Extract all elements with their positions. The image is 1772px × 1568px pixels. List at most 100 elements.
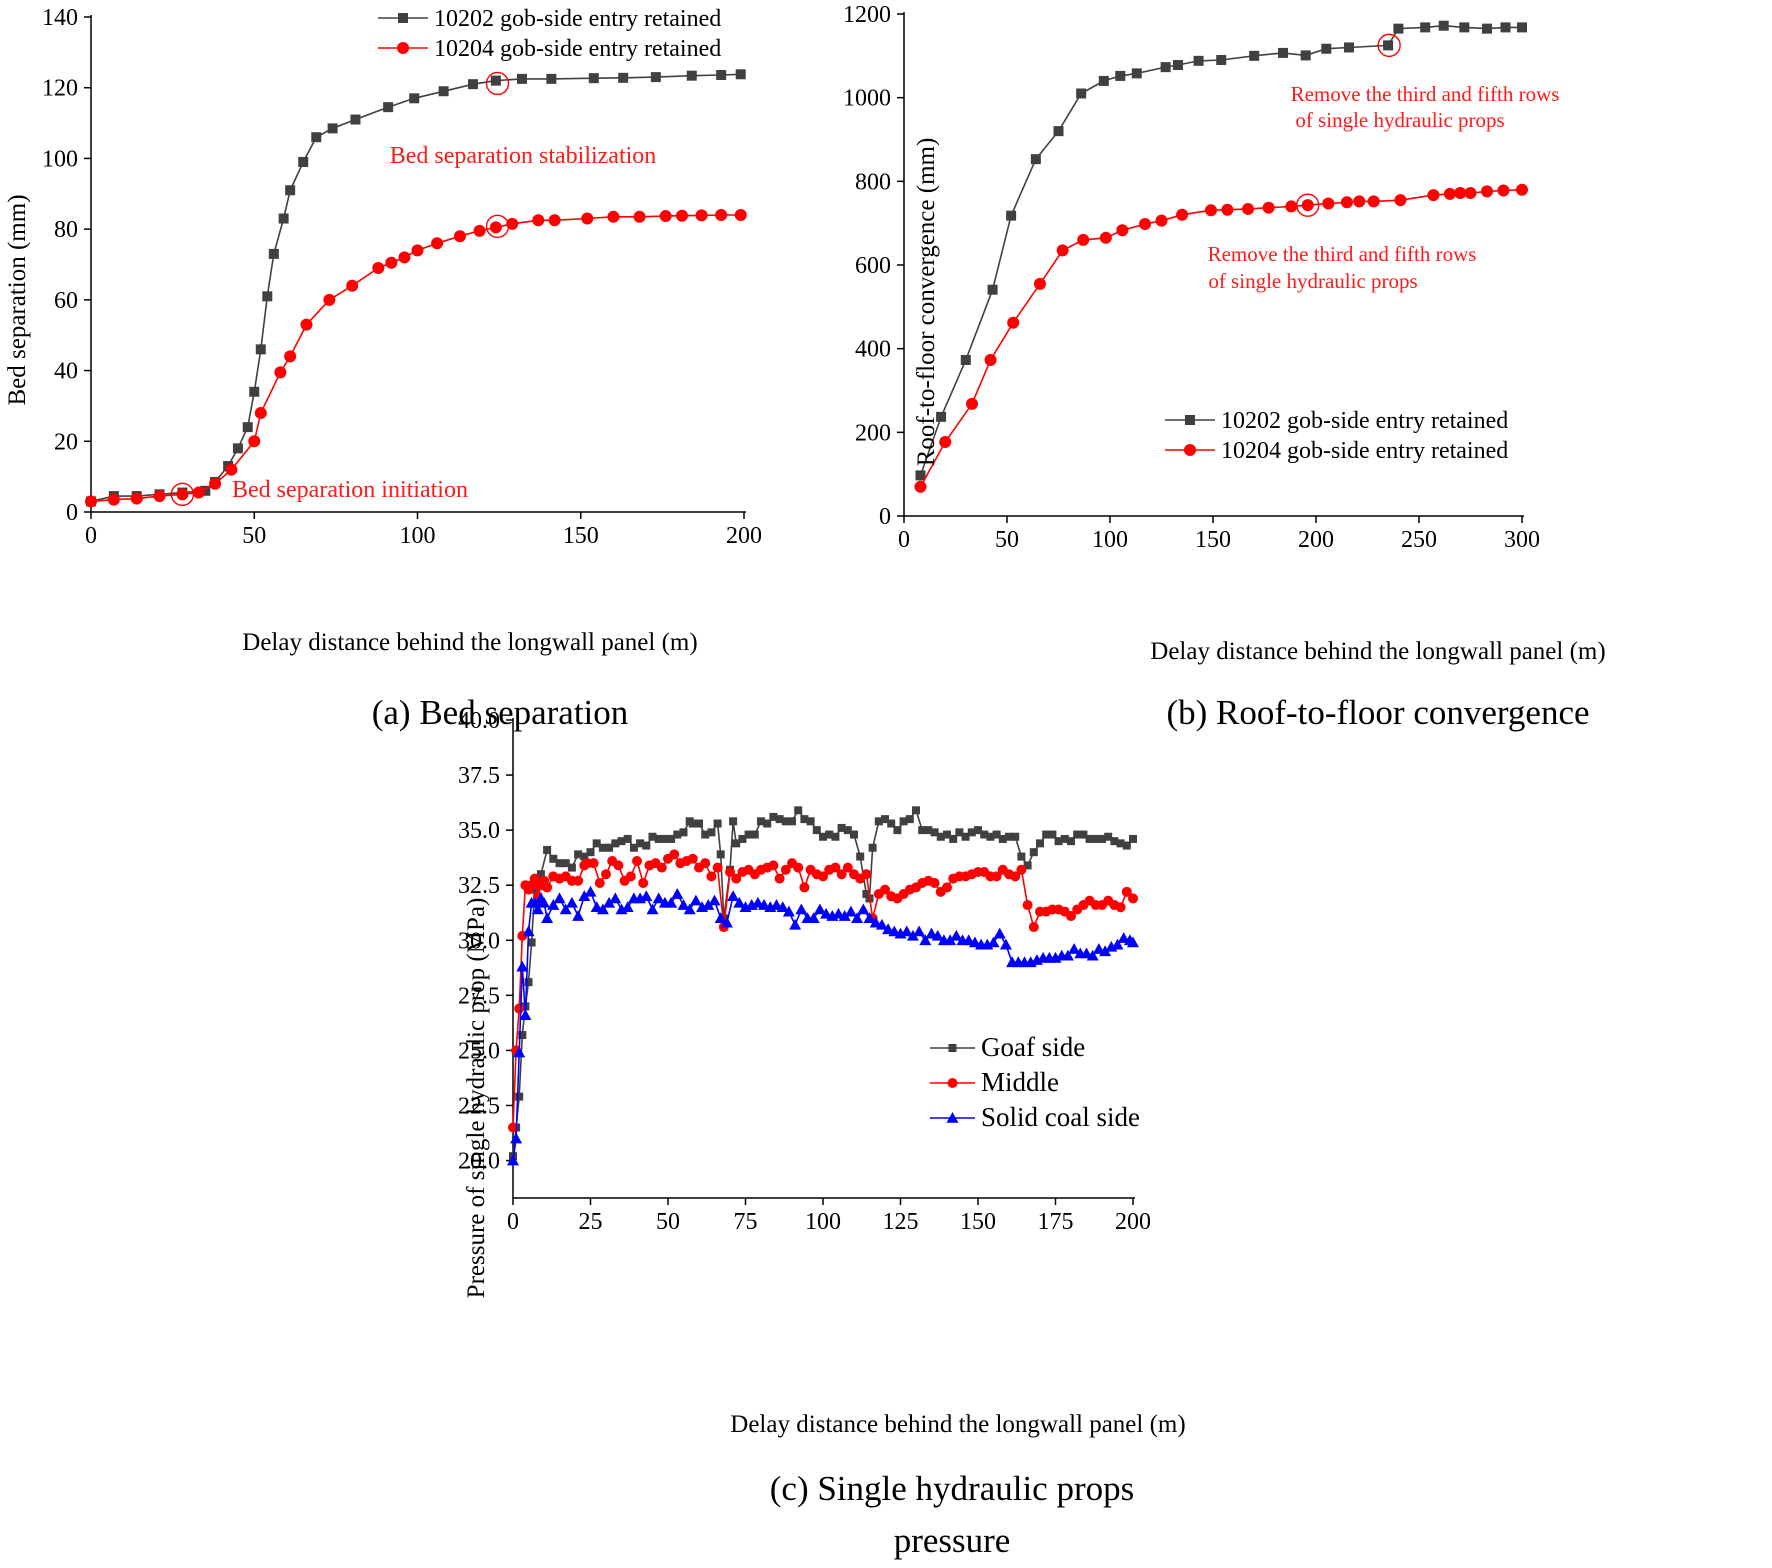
chart-b-ylabel: Roof-to-floor convergence (mm) xyxy=(913,138,940,467)
chart-c-series-2-point xyxy=(702,899,715,910)
chart-c-y-tick-label: 35.0 xyxy=(458,818,500,844)
chart-a-series-1-point xyxy=(675,209,688,222)
chart-c-x-tick-label: 50 xyxy=(656,1209,680,1235)
chart-c-series-0-point xyxy=(862,890,871,899)
chart-c-y-tick-label: 27.5 xyxy=(458,983,500,1009)
chart-a-x-tick-label: 0 xyxy=(85,523,97,549)
chart-b-series-0-point xyxy=(1393,23,1404,34)
chart-c-series-2-point xyxy=(993,927,1006,939)
chart-c-series-0-point xyxy=(1098,834,1106,843)
chart-a-series-1-point xyxy=(209,477,222,490)
chart-c-series-0-point xyxy=(561,859,570,868)
chart-a-legend-label: 10202 gob-side entry retained xyxy=(434,6,721,32)
chart-a-series-1-point xyxy=(130,492,143,505)
chart-c-series-0-point xyxy=(713,819,722,828)
chart-b-series-0-point xyxy=(1115,70,1126,81)
chart-c-series-1-point xyxy=(1128,893,1138,904)
chart-c-series-2-point xyxy=(640,890,653,902)
chart-b-series-0-point xyxy=(1481,23,1492,34)
chart-c-series-2-point xyxy=(689,894,702,906)
chart-b-series-0-point xyxy=(936,411,947,422)
chart-c-series-1-point xyxy=(1115,902,1126,913)
chart-a-series-0 xyxy=(86,69,746,507)
chart-c-series-0-point xyxy=(794,806,803,815)
chart-b-series-1-point xyxy=(1116,224,1129,237)
chart-c-series-0-point xyxy=(744,830,753,839)
chart-c-series-0-point xyxy=(1023,861,1032,870)
chart-c-series-0-point xyxy=(831,832,840,841)
chart-c-series-0-point xyxy=(574,850,583,859)
chart-b-legend-item: 10204 gob-side entry retained xyxy=(1165,438,1508,464)
chart-a-xlabel: Delay distance behind the longwall panel… xyxy=(242,629,697,656)
chart-c-legend-item: Middle xyxy=(930,1067,1059,1097)
chart-a-series-0-point xyxy=(468,79,479,90)
chart-b-caption: (b) Roof-to-floor convergence xyxy=(1166,693,1589,732)
chart-b-y-tick-label: 1000 xyxy=(843,86,891,112)
chart-a-y-tick-label: 120 xyxy=(42,76,78,102)
chart-a-series-1-point xyxy=(192,486,205,499)
chart-c-series-2-point xyxy=(987,936,1000,948)
chart-c-series-0-point xyxy=(936,832,945,841)
chart-c-series-0-point xyxy=(1042,830,1051,839)
chart-b-series-1-point xyxy=(1301,199,1314,212)
chart-c-series-2-point xyxy=(944,934,957,946)
chart-a-legend-label: 10204 gob-side entry retained xyxy=(434,36,721,62)
chart-c-series-2-point xyxy=(813,903,826,915)
chart-c-series-1-point xyxy=(594,878,605,889)
chart-a-series-1-point xyxy=(453,230,466,243)
chart-c-x-tick-label: 75 xyxy=(734,1209,758,1235)
chart-b-series-0-point xyxy=(915,470,926,481)
chart-c-series-0-point xyxy=(868,843,877,852)
chart-c-series-0-point xyxy=(788,817,796,826)
chart-b-annotation: of single hydraulic props xyxy=(1208,269,1417,293)
chart-c-xlabel: Delay distance behind the longwall panel… xyxy=(730,1411,1185,1438)
chart-c-series-2-point xyxy=(838,910,851,921)
chart-c-series-2-point xyxy=(547,899,560,910)
chart-b-series-1-point xyxy=(1367,195,1380,208)
chart-c-series-2-point xyxy=(609,892,622,904)
chart-c-series-0-point xyxy=(586,848,595,857)
chart-c-x-tick-label: 200 xyxy=(1115,1209,1151,1235)
chart-c-series-0-point xyxy=(1091,834,1100,843)
chart-c-series-2-point xyxy=(1061,949,1074,961)
chart-b-series-1-point xyxy=(984,353,997,366)
chart-c-series-0-point xyxy=(518,1030,527,1039)
chart-c-series-2-point xyxy=(671,888,684,899)
chart-c-legend-label: Middle xyxy=(981,1067,1059,1097)
chart-b-series-1-point xyxy=(1516,183,1528,196)
chart-a-series-1 xyxy=(85,209,747,508)
chart-c-legend-marker xyxy=(946,1112,959,1123)
chart-a-series-0-point xyxy=(686,70,697,81)
chart-c-series-1-point xyxy=(588,858,599,869)
chart-b-series-1-point xyxy=(1176,208,1189,221)
chart-a-series-1-point xyxy=(300,318,313,331)
chart-c-legend-item: Solid coal side xyxy=(930,1102,1140,1132)
chart-a-series-0-point xyxy=(546,73,557,84)
chart-a-series-1-point xyxy=(284,350,297,363)
chart-c-series-2-point xyxy=(513,1046,526,1058)
chart-a-series-0-point xyxy=(383,102,394,113)
chart-c-series-2-point xyxy=(851,912,864,924)
chart-b-y-tick-label: 0 xyxy=(879,504,891,530)
chart-a-series-0-point xyxy=(200,485,211,496)
chart-a-series-1-point xyxy=(715,209,728,221)
chart-b-series-0-point xyxy=(1321,43,1332,54)
chart-b-series-0-point xyxy=(960,354,971,365)
chart-b-series-1-point xyxy=(1155,214,1168,227)
chart-c-series-0-point xyxy=(617,837,626,846)
chart-c-series-1-point xyxy=(929,878,940,889)
chart-a-series-1-point xyxy=(323,293,336,306)
chart-c-series-2-point xyxy=(999,938,1012,950)
chart-c-series-0-point xyxy=(763,819,772,828)
chart-c-series-2-point xyxy=(538,896,550,908)
chart-c-x-tick-label: 25 xyxy=(579,1209,603,1235)
chart-a-series-0-point xyxy=(268,248,279,259)
chart-b-xlabel: Delay distance behind the longwall panel… xyxy=(1150,638,1605,665)
chart-a-y-tick-label: 20 xyxy=(54,429,78,455)
chart-b-series-1-point xyxy=(939,435,952,448)
chart-c-series-0-point xyxy=(974,826,982,835)
chart-c-legend-label: Goaf side xyxy=(981,1032,1085,1062)
chart-b-series-0-line xyxy=(919,24,1522,476)
chart-c-series-2-point xyxy=(1086,949,1099,961)
chart-b-series-0-point xyxy=(1076,88,1087,99)
